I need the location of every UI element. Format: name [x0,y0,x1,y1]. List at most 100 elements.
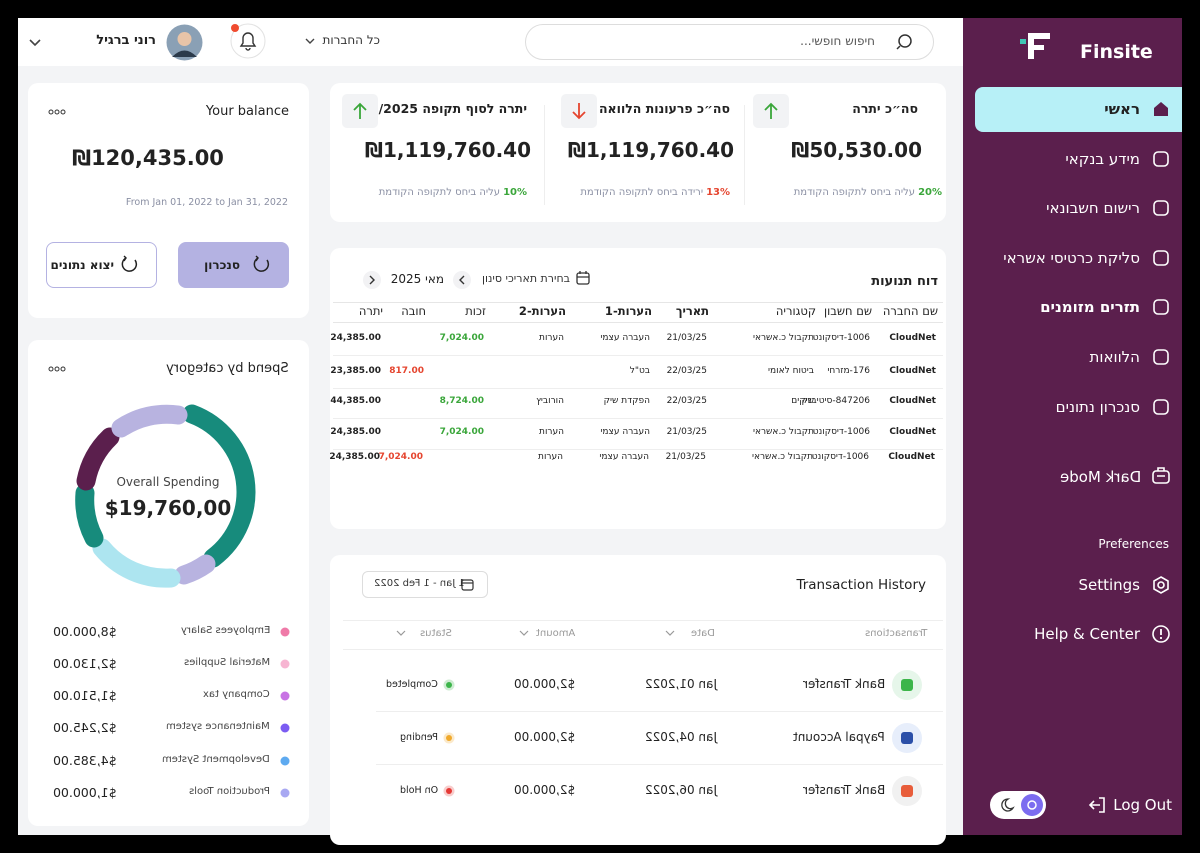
history-row-rule [376,764,943,765]
settings[interactable]: Settings [1078,576,1140,594]
theme-toggle[interactable] [989,790,1047,820]
report-cell: 22/03/25 [666,366,707,376]
nav-icon [1153,151,1169,167]
company-filter[interactable]: כל החברות [322,33,380,47]
search-icon [896,34,912,50]
preferences-title: Preferences [1098,537,1169,551]
table-rule [333,302,943,303]
history-column-header[interactable]: Status [420,628,452,639]
transaction-icon [892,670,922,700]
report-cell: 847206-סיטיבנק [801,396,870,406]
report-column-header: יתרה [358,304,383,318]
transaction-amount-text: $2,000.00 [513,783,575,797]
legend-value: $2,130.00 [53,656,117,671]
transaction-date-text: Jan 06,2022 [645,783,717,797]
history-column-header-text: Amount [535,628,575,639]
report-cell: הערות [539,427,564,437]
transaction-amount: $2,000.00 [514,677,575,691]
range-button[interactable] [362,571,488,598]
stat-trend-icon [342,94,378,128]
history-column-header[interactable]: Amount [536,628,575,639]
legend-dot [280,723,290,733]
history-title: Transaction History [796,577,926,593]
notifications[interactable] [228,21,268,61]
legend-value-text: $1,510.00 [53,688,117,703]
nav-item[interactable]: סליקת כרטיסי אשראי [1003,249,1140,267]
donut-total: $19,760,00 [104,496,232,520]
status-dot [443,785,455,797]
legend-value-text: $1,000.00 [53,785,117,800]
transaction-status-text: On Hold [399,785,438,796]
nav-icon [1153,349,1169,365]
range-calendar-icon [461,579,474,591]
transaction-name: Bank Transfer [803,677,885,691]
legend-name: Development System [162,754,270,765]
report-column-header[interactable]: הערות-2 [518,304,566,318]
month-next[interactable] [362,270,382,290]
nav-item[interactable]: סנכרון נתונים [1055,398,1140,416]
report-cell: העברה עצמי [600,427,650,437]
legend-value: $8,000.00 [53,624,117,639]
stat-change-text: עליה ביחס לתקופה הקודמת [378,187,501,198]
user-name[interactable]: רוני ברגיל [96,33,156,48]
date-filter[interactable]: בחירת תאריכי סינון [482,272,570,285]
report-cell: הערות [538,452,563,462]
report-cell: 7,024.00 [439,333,484,343]
report-column-header[interactable]: תאריך [675,304,709,318]
legend-name: Company tax [203,689,270,700]
report-cell: 1006-דיסקונט [811,452,869,462]
sort-chevron[interactable] [396,630,406,638]
dark-mode-icon [1152,467,1170,484]
history-column-header: Transactions [865,628,927,639]
export-button-label: יצוא נתונים [50,258,114,272]
legend-value-text: $4,385.00 [53,753,117,768]
report-cell: 24,385.00 [330,333,381,343]
account-menu-chevron[interactable] [28,38,42,48]
status-dot [443,732,455,744]
help-icon [1152,625,1170,643]
logout-icon [1088,797,1105,813]
sync-button[interactable] [178,242,289,288]
export-button[interactable] [46,242,157,288]
report-row-rule [333,449,943,450]
transaction-amount: $2,000.00 [514,783,575,797]
report-cell: CloudNet [889,396,936,406]
company-filter-chevron [305,38,315,44]
report-column-header[interactable]: הערות-1 [604,304,652,318]
history-column-header[interactable]: Date [691,628,715,639]
dark-mode-label[interactable]: Dark Mode [1060,468,1141,486]
legend-name: Material Supplies [184,657,270,668]
report-cell: העברה עצמי [599,452,649,462]
transaction-status: Pending [400,732,438,743]
nav-item[interactable]: הלוואות [1089,348,1140,366]
sort-chevron[interactable] [665,630,675,638]
nav-item[interactable]: רישום חשבונאי [1046,199,1140,217]
nav-icon [1153,299,1169,315]
nav-item[interactable]: ראשי [1104,100,1140,118]
report-column-header: זכות [465,304,486,318]
legend-value: $2,245.00 [53,720,117,735]
report-cell: 7,024.00 [439,427,484,437]
report-cell: 23,385.00 [330,366,381,376]
settings-icon [1153,576,1169,594]
help-center[interactable]: Help & Center [1034,625,1140,643]
sort-chevron[interactable] [519,630,529,638]
report-cell: שיקים [791,396,814,406]
report-cell: 21/03/25 [666,427,707,437]
stat-change-pct: 13% [706,187,730,198]
legend-value: $4,385.00 [53,753,117,768]
transaction-icon [892,723,922,753]
nav-item[interactable]: תזרים מזומנים [1040,298,1140,316]
spend-menu[interactable] [48,366,66,372]
logout[interactable]: Log Out [1113,796,1172,814]
report-cell: 7,024.00 [378,452,423,462]
stat-value: ₪1,119,760.40 [364,138,531,162]
search-box[interactable] [525,24,934,60]
transaction-status-text: Pending [400,732,438,743]
month-prev[interactable] [452,270,472,290]
nav-item[interactable]: מידע בנקאי [1065,150,1140,168]
balance-menu[interactable] [48,109,66,115]
report-cell: ביטוח לאומי [768,366,814,376]
history-column-header-text: Transactions [864,628,927,639]
avatar[interactable] [166,24,203,61]
